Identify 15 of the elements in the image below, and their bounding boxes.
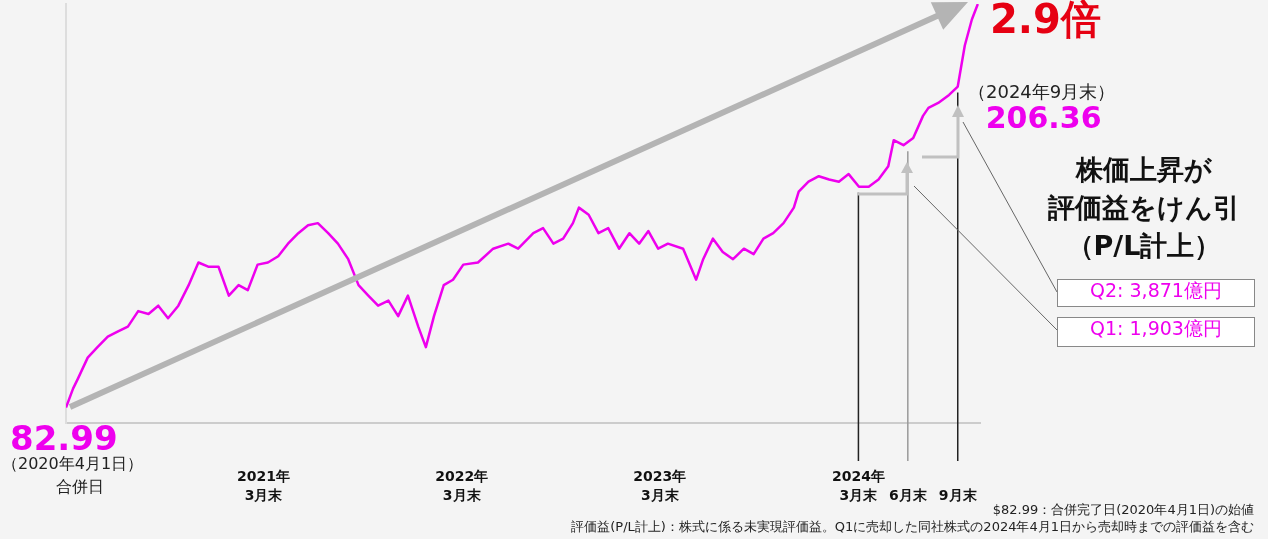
text: （P/L計上） — [1065, 230, 1223, 262]
x-tick-label: 9月末 — [938, 487, 978, 503]
text: 株価上昇が — [1074, 154, 1213, 186]
text: $82.99：合併完了日(2020年4月1日)の始値 — [992, 502, 1254, 518]
text: 評価益(P/L計上)：株式に係る未実現評価益。Q1に売却した同社株式の2024年4月1日から売却時までの評価益を含む — [571, 519, 1254, 535]
text: Q1: 1,903億円 — [1057, 317, 1255, 347]
x-tick-label: 6月末 — [888, 487, 928, 503]
x-tick-label: 2022年 3月末 — [435, 468, 489, 503]
text: 評価益をけん引 — [1047, 192, 1241, 224]
x-tick-label: 2024年 3月末 — [831, 468, 885, 503]
x-tick-label: 2023年 3月末 — [633, 468, 687, 503]
text: Q2: 3,871億円 — [1057, 279, 1255, 307]
text: 合併日 — [56, 477, 104, 497]
annotation: （2024年9月末） — [968, 81, 1116, 103]
x-tick-label: 2021年 3月末 — [237, 468, 291, 503]
